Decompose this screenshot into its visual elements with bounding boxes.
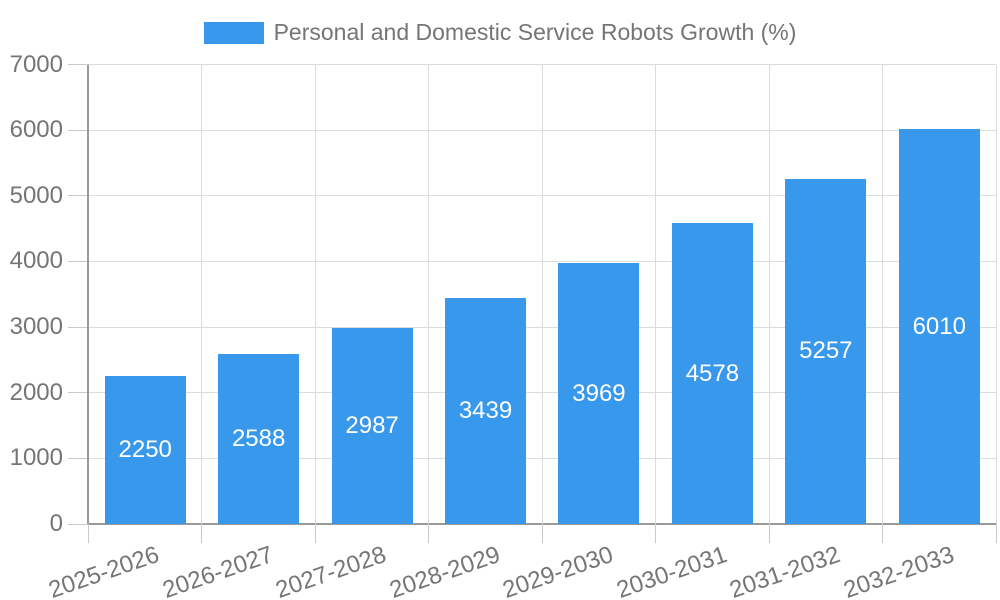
y-tick (68, 392, 89, 394)
x-tick (655, 524, 657, 543)
y-axis-label: 3000 (9, 313, 63, 341)
x-tick (882, 524, 884, 543)
v-gridline (428, 64, 430, 524)
bar[interactable]: 4578 (671, 223, 753, 524)
x-tick (428, 524, 430, 543)
x-axis-label: 2031-2032 (726, 541, 844, 600)
x-axis-label: 2032-2033 (839, 541, 958, 600)
bar-value-label: 2250 (118, 436, 172, 464)
bar-value-label: 4578 (685, 359, 740, 387)
legend-swatch (203, 21, 264, 44)
x-axis-label: 2029-2030 (499, 541, 617, 600)
y-tick (68, 326, 89, 328)
x-tick (88, 524, 89, 543)
y-tick (68, 195, 89, 197)
bar-value-label: 3969 (572, 379, 626, 407)
x-axis-label: 2028-2029 (386, 541, 504, 600)
bar-value-label: 3439 (458, 397, 513, 425)
bar[interactable]: 2588 (218, 354, 300, 524)
x-axis-label: 2027-2028 (272, 541, 390, 600)
v-gridline (541, 64, 543, 524)
v-gridline (314, 64, 316, 524)
y-axis-label: 7000 (9, 50, 63, 78)
legend: Personal and Domestic Service Robots Gro… (0, 19, 1000, 46)
y-axis-label: 0 (49, 510, 63, 537)
y-tick (68, 260, 89, 262)
x-axis-label: 2025-2026 (45, 541, 164, 600)
y-tick (68, 129, 89, 131)
bar[interactable]: 2987 (331, 327, 413, 524)
v-gridline (768, 64, 770, 524)
x-tick (314, 524, 316, 543)
y-axis-label: 5000 (9, 181, 63, 209)
x-tick (541, 524, 543, 543)
y-tick (68, 523, 89, 525)
y-tick (68, 457, 89, 459)
y-axis-label: 4000 (9, 247, 63, 275)
x-tick (768, 524, 770, 543)
y-tick (68, 64, 89, 65)
bar-value-label: 2588 (231, 425, 286, 453)
y-axis-line (87, 64, 89, 524)
y-axis-label: 2000 (9, 378, 63, 406)
bar-value-label: 5257 (799, 337, 853, 365)
bar[interactable]: 3439 (445, 298, 527, 524)
y-axis-label: 6000 (9, 116, 63, 144)
x-tick (201, 524, 203, 543)
v-gridline (995, 64, 997, 524)
bar-value-label: 6010 (912, 312, 966, 340)
v-gridline (201, 64, 203, 524)
v-gridline (882, 64, 884, 524)
v-gridline (655, 64, 657, 524)
x-axis-label: 2026-2027 (159, 541, 277, 600)
legend-label: Personal and Domestic Service Robots Gro… (273, 19, 797, 45)
bar[interactable]: 3969 (558, 263, 640, 524)
bar[interactable]: 2250 (104, 376, 186, 524)
x-axis-label: 2030-2031 (612, 541, 731, 600)
bar[interactable]: 6010 (898, 129, 980, 524)
legend-item[interactable]: Personal and Domestic Service Robots Gro… (203, 19, 797, 46)
bar[interactable]: 5257 (785, 178, 867, 524)
y-axis-label: 1000 (9, 444, 63, 472)
x-tick (995, 524, 997, 543)
bar-value-label: 2987 (345, 411, 399, 439)
